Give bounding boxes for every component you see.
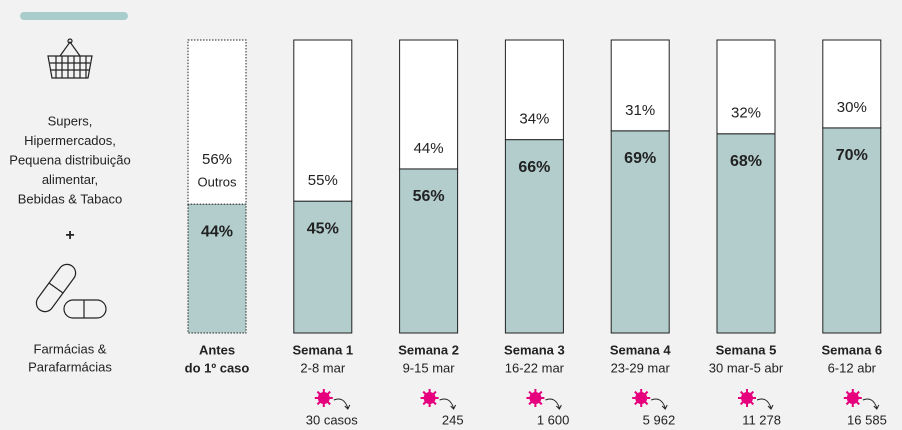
virus-spike — [845, 390, 854, 399]
virus-spike — [316, 397, 325, 406]
bar-segment — [610, 130, 670, 334]
value-label: 34% — [519, 111, 549, 128]
period-label: 23-29 mar — [611, 360, 671, 375]
virus-spike — [528, 390, 537, 399]
virus-spike — [316, 390, 325, 399]
virus-icon — [526, 389, 545, 407]
bar-segment — [716, 39, 776, 135]
period-label: 2-8 mar — [300, 360, 345, 375]
bar-segment — [610, 39, 670, 132]
virus-spike — [428, 390, 437, 399]
case-arrow — [439, 398, 457, 410]
virus-spike — [428, 397, 437, 406]
virus-spike — [422, 397, 431, 406]
virus-spike — [852, 390, 860, 399]
category-label: Semana 2 — [398, 342, 459, 357]
legend-text: alimentar, — [42, 172, 98, 187]
pills-icon — [35, 263, 107, 319]
category-label: Semana 6 — [821, 342, 882, 357]
bar-segment — [399, 39, 459, 170]
case-arrow — [651, 398, 668, 410]
category-label: Semana 5 — [716, 342, 777, 357]
value-label: 70% — [836, 147, 868, 164]
legend-text: Hipermercados, — [24, 133, 116, 148]
value-label: 68% — [730, 153, 762, 170]
bar-segment — [293, 200, 353, 334]
series-name: Outros — [197, 175, 237, 190]
case-label: 1 600 — [537, 412, 570, 427]
bar-segment — [187, 203, 247, 334]
bar-segment — [399, 168, 459, 334]
value-label: 55% — [308, 172, 338, 189]
virus-spike — [634, 397, 642, 406]
virus-spike — [422, 390, 431, 399]
virus-spike — [852, 397, 860, 406]
virus-spike — [640, 390, 649, 399]
value-label: 31% — [625, 102, 655, 119]
value-label: 45% — [307, 220, 339, 237]
value-label: 66% — [518, 159, 550, 176]
category-label: Antes — [199, 342, 235, 357]
virus-icon — [314, 389, 333, 407]
value-label: 69% — [624, 150, 656, 167]
virus-spike — [845, 397, 854, 406]
legend-text: Supers, — [48, 113, 93, 128]
legend-text: Farmácias & — [34, 341, 107, 356]
bar-segment — [716, 133, 776, 334]
virus-icon — [738, 389, 756, 407]
virus-spike — [534, 397, 543, 406]
virus-spike — [528, 397, 537, 406]
case-label: 5 962 — [643, 412, 676, 427]
legend-text: Parafarmácias — [28, 359, 112, 374]
value-label: 56% — [413, 188, 445, 205]
virus-spike — [640, 397, 649, 406]
period-label: 6-12 abr — [828, 360, 877, 375]
bar-segment — [822, 39, 882, 129]
virus-spike — [534, 390, 543, 399]
value-label: 56% — [202, 151, 232, 168]
bar-segment — [822, 127, 882, 334]
virus-icon — [632, 389, 651, 407]
virus-spike — [746, 397, 755, 406]
period-label: 30 mar-5 abr — [709, 360, 784, 375]
period-label: 16-22 mar — [505, 360, 565, 375]
value-label: 44% — [201, 223, 233, 240]
legend-text: Bebidas & Tabaco — [18, 191, 123, 206]
case-arrow — [333, 398, 351, 410]
virus-spike — [739, 390, 748, 399]
basket-icon — [47, 38, 93, 79]
period-label: 9-15 mar — [403, 360, 456, 375]
virus-spike — [323, 390, 331, 399]
virus-icon — [843, 389, 862, 407]
case-label: 16 585 — [847, 412, 887, 427]
category-label: Semana 1 — [292, 342, 353, 357]
case-arrow — [862, 398, 880, 410]
virus-icon — [420, 389, 439, 407]
virus-spike — [323, 397, 331, 406]
virus-spike — [746, 390, 755, 399]
value-label: 32% — [731, 105, 761, 122]
legend-text: Pequena distribuição — [9, 152, 130, 167]
top-bar — [20, 12, 128, 20]
bar-segment — [504, 139, 564, 334]
bar-segment — [187, 39, 247, 205]
bar-segment — [504, 39, 564, 141]
category-label: Semana 4 — [610, 342, 671, 357]
virus-spike — [634, 390, 642, 399]
case-label: 11 278 — [742, 412, 781, 427]
virus-spike — [739, 397, 748, 406]
period-label: do 1º caso — [185, 360, 250, 375]
bar-segment — [293, 39, 353, 202]
case-arrow — [756, 398, 774, 410]
case-arrow — [545, 398, 562, 410]
category-label: Semana 3 — [504, 342, 565, 357]
value-label: 30% — [837, 99, 867, 116]
legend-plus: + — [65, 227, 74, 244]
case-label: 245 — [442, 412, 464, 427]
value-label: 44% — [414, 140, 444, 157]
case-label: 30 casos — [306, 412, 359, 427]
